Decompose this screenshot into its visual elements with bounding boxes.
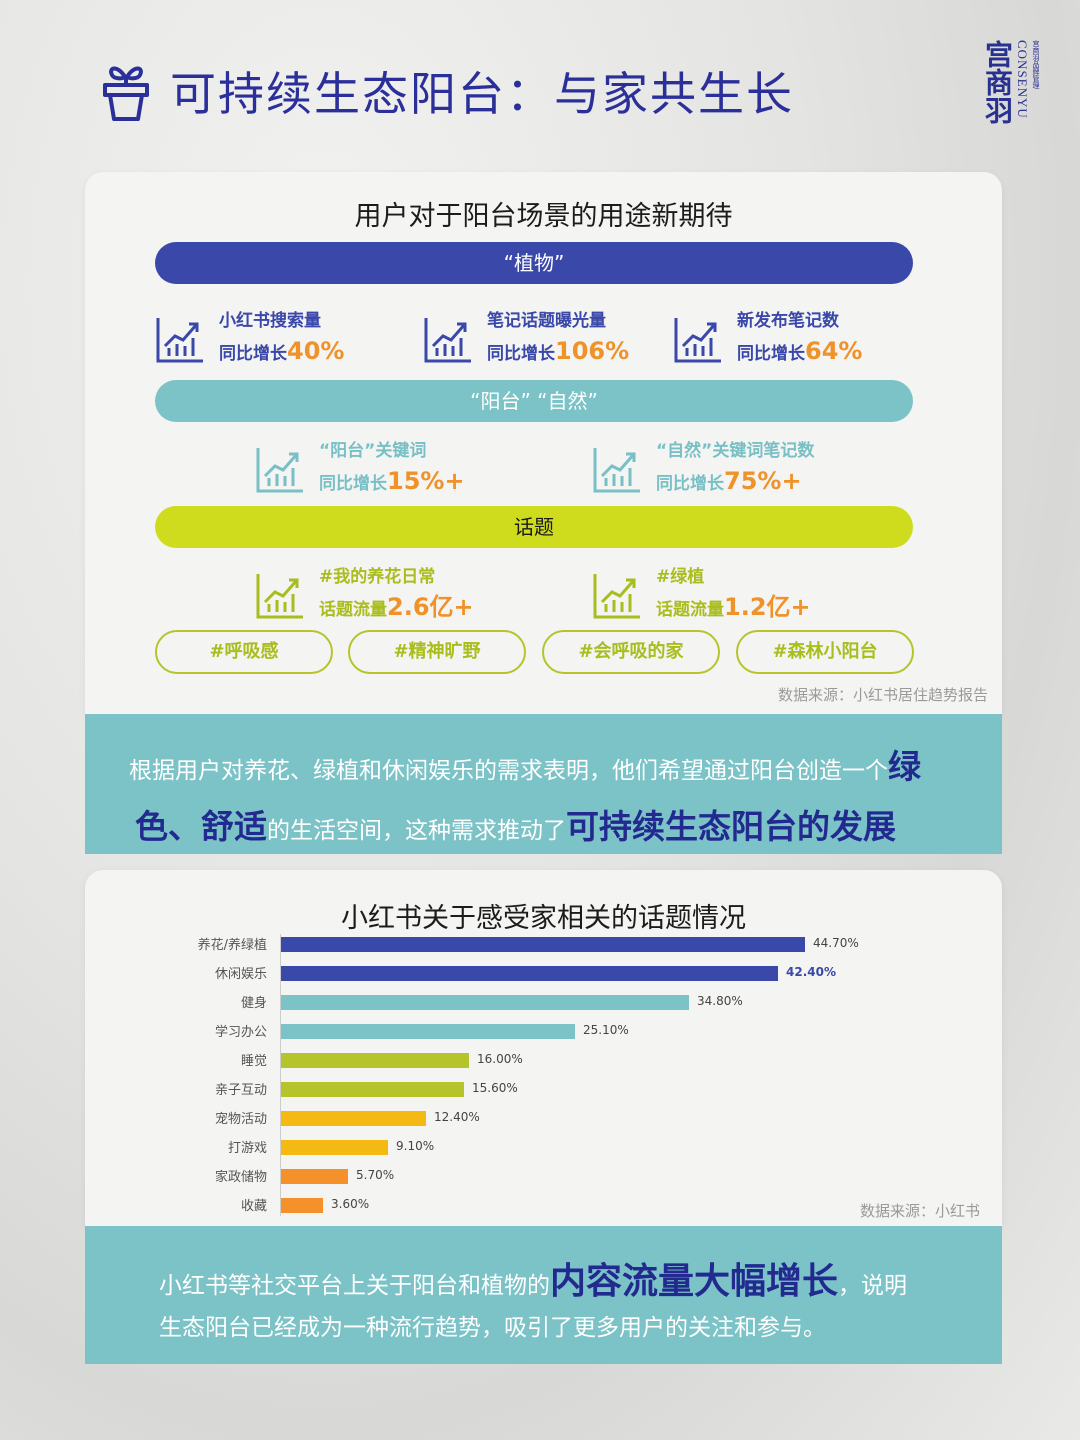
bar [281, 1023, 575, 1039]
y-axis-line [280, 934, 281, 1216]
stat-label: #我的养花日常 [319, 567, 436, 587]
brand-logo: 宫商羽 CONSENYU 宫商羽品牌管理 [981, 40, 1041, 124]
growth-chart-icon [424, 317, 471, 362]
bar [281, 1052, 469, 1068]
stat-label: #绿植 [656, 567, 705, 587]
hashtag-chip: #呼吸感 [155, 630, 333, 674]
bar-category-label: 睡觉 [240, 1054, 267, 1069]
stat-prefix: 话题流量 [319, 600, 387, 620]
growth-chart-icon [674, 317, 721, 362]
stat-prefix: 同比增长 [319, 474, 387, 494]
stat-label: “阳台”关键词 [319, 441, 427, 461]
growth-chart-icon [256, 573, 303, 618]
stat-prefix: 同比增长 [737, 344, 805, 364]
bar [281, 1168, 348, 1184]
bar-value-label: 25.10% [583, 1023, 629, 1037]
stat-value: 75%+ [724, 467, 802, 495]
summary-band-1: 根据用户对养花、绿植和休闲娱乐的需求表明，他们希望通过阳台创造一个绿 色、舒适的… [85, 714, 1002, 854]
summary-line-1: 小红书等社交平台上关于阳台和植物的内容流量大幅增长，说明 [159, 1261, 908, 1302]
bar-value-label: 42.40% [786, 965, 836, 979]
summary-line-2: 生态阳台已经成为一种流行趋势，吸引了更多用户的关注和参与。 [159, 1315, 826, 1341]
bar [281, 936, 805, 952]
stat-greenery-topic: #绿植 话题流量1.2亿+ [592, 564, 811, 627]
bar [281, 1139, 388, 1155]
bar-value-label: 5.70% [356, 1168, 395, 1182]
bar-value-label: 12.40% [434, 1110, 480, 1124]
keywords-pill: “阳台” “自然” [155, 380, 913, 422]
bar [281, 965, 778, 981]
stat-value: 64% [805, 337, 863, 365]
hashtag-chip: #精神旷野 [348, 630, 526, 674]
stat-label: 笔记话题曝光量 [487, 311, 606, 331]
bar [281, 1081, 464, 1097]
growth-chart-icon [256, 447, 303, 492]
summary-line-2: 色、舒适的生活空间，这种需求推动了可持续生态阳台的发展 [135, 807, 896, 846]
stat-flower-topic: #我的养花日常 话题流量2.6亿+ [255, 564, 474, 627]
stat-value: 15%+ [387, 467, 465, 495]
stat-new-notes: 新发布笔记数 同比增长64% [673, 308, 862, 371]
bar-category-label: 收藏 [240, 1199, 267, 1214]
bar-category-label: 宠物活动 [214, 1112, 267, 1127]
topic-chart-card: 小红书关于感受家相关的话题情况 养花/养绿植 44.70% 休闲娱乐 42.40% 健身… [85, 870, 1002, 1226]
growth-chart-icon [156, 317, 203, 362]
bar-category-label: 学习办公 [214, 1025, 267, 1040]
topics-pill: 话题 [155, 506, 913, 548]
stat-prefix: 同比增长 [219, 344, 287, 364]
stat-search-volume: 小红书搜索量 同比增长40% [155, 308, 344, 371]
hashtag-chip: #会呼吸的家 [542, 630, 720, 674]
stat-balcony-keyword: “阳台”关键词 同比增长15%+ [255, 438, 465, 501]
bar [281, 1110, 426, 1126]
stat-value: 1.2亿+ [724, 593, 811, 621]
summary-line-1: 根据用户对养花、绿植和休闲娱乐的需求表明，他们希望通过阳台创造一个绿 [129, 747, 921, 786]
summary-band-2: 小红书等社交平台上关于阳台和植物的内容流量大幅增长，说明 生态阳台已经成为一种流… [85, 1226, 1002, 1364]
bar [281, 994, 689, 1010]
bar-value-label: 9.10% [396, 1139, 435, 1153]
chart-data-source: 数据来源：小红书 [859, 1202, 980, 1220]
bar [281, 1197, 323, 1213]
highlight-text: 色、舒适 [135, 807, 267, 846]
highlight-text: 绿 [888, 747, 921, 786]
stat-prefix: 话题流量 [656, 600, 724, 620]
bar-value-label: 16.00% [477, 1052, 523, 1066]
brand-subtitle: 宫商羽品牌管理 [1032, 40, 1040, 89]
growth-chart-icon [593, 447, 640, 492]
bar-value-label: 3.60% [331, 1197, 370, 1211]
plants-pill: “植物” [155, 242, 913, 284]
growth-chart-icon [593, 573, 640, 618]
header: 可持续生态阳台：与家共生长 [100, 58, 794, 124]
data-source: 数据来源：小红书居住趋势报告 [777, 686, 988, 704]
plant-pot-icon [103, 66, 149, 121]
brand-name-cn: 宫商羽 [981, 40, 1014, 124]
page-title: 可持续生态阳台：与家共生长 [170, 67, 794, 121]
bar-category-label: 家政储物 [214, 1170, 267, 1185]
bar-category-label: 亲子互动 [214, 1083, 267, 1098]
stat-nature-keyword: “自然”关键词笔记数 同比增长75%+ [592, 438, 814, 501]
highlight-text: 可持续生态阳台的发展 [566, 807, 896, 846]
hashtag-chip: #森林小阳台 [736, 630, 914, 674]
bar-value-label: 34.80% [697, 994, 743, 1008]
brand-name-en: CONSENYU [1015, 40, 1030, 119]
section-title: 用户对于阳台场景的用途新期待 [354, 201, 733, 232]
bar-category-label: 休闲娱乐 [214, 967, 267, 982]
bar-category-label: 健身 [240, 996, 267, 1011]
stat-value: 2.6亿+ [387, 593, 474, 621]
bar-value-label: 15.60% [472, 1081, 518, 1095]
bar-value-label: 44.70% [813, 936, 859, 950]
stat-value: 40% [287, 337, 345, 365]
stat-label: 小红书搜索量 [219, 311, 321, 331]
stat-prefix: 同比增长 [487, 344, 555, 364]
bar-category-label: 打游戏 [227, 1141, 267, 1156]
stat-label: 新发布笔记数 [737, 311, 839, 331]
bar-category-label: 养花/养绿植 [197, 938, 267, 953]
stat-label: “自然”关键词笔记数 [656, 441, 815, 461]
highlight-text: 内容流量大幅增长 [550, 1261, 839, 1302]
stat-prefix: 同比增长 [656, 474, 724, 494]
chart-title: 小红书关于感受家相关的话题情况 [341, 903, 746, 934]
stat-note-exposure: 笔记话题曝光量 同比增长106% [423, 308, 629, 371]
expectations-card: 用户对于阳台场景的用途新期待 “植物” 小红书搜索量 同比增长40% 笔记话题曝… [85, 172, 1002, 714]
stat-value: 106% [555, 337, 630, 365]
